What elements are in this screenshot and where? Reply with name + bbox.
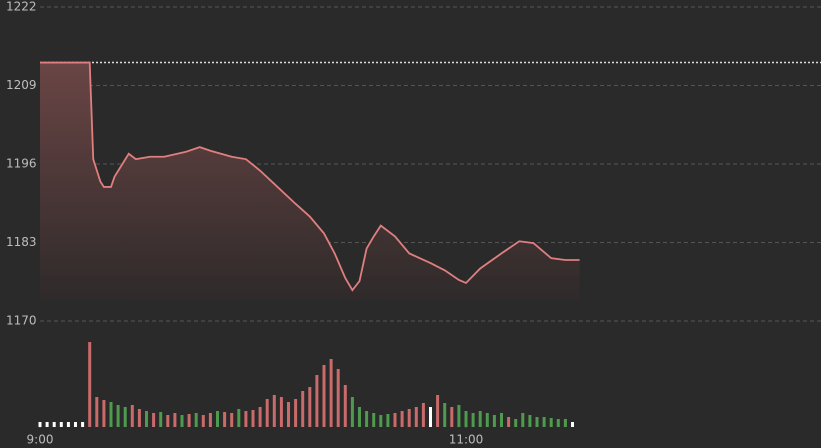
volume-bar <box>208 413 212 427</box>
volume-bar <box>102 400 106 427</box>
volume-bar <box>258 407 262 427</box>
volume-bar <box>514 419 518 427</box>
volume-bar <box>152 413 156 427</box>
volume-bar <box>429 407 432 427</box>
x-tick-label: 9:00 <box>27 433 54 447</box>
volume-bar <box>45 422 49 427</box>
volume-bar <box>81 422 85 427</box>
x-tick-label: 11:00 <box>449 433 484 447</box>
volume-bar <box>535 417 539 427</box>
volume-bar <box>287 402 290 427</box>
volume-bar <box>265 399 269 427</box>
volume-bar <box>571 422 574 427</box>
volume-bar <box>194 413 198 427</box>
volume-bar <box>159 412 163 427</box>
y-tick-label: 1222 <box>6 0 37 14</box>
volume-bar <box>336 369 340 427</box>
volume-bar <box>443 403 447 427</box>
volume-bar <box>542 417 546 427</box>
volume-bar <box>457 405 461 427</box>
volume-bar <box>421 403 425 427</box>
volume-bar <box>414 407 418 427</box>
y-tick-label: 1209 <box>6 78 37 92</box>
volume-bar <box>556 419 560 427</box>
volume-bar <box>386 414 390 427</box>
volume-bar <box>230 413 234 427</box>
volume-bar <box>393 413 397 427</box>
volume-bar <box>109 402 113 427</box>
volume-bar <box>343 385 347 427</box>
volume-bar <box>294 399 298 427</box>
volume-bar <box>308 387 312 427</box>
volume-bar <box>407 409 411 427</box>
y-tick-label: 1170 <box>6 314 37 328</box>
volume-bar <box>66 422 70 427</box>
volume-bar <box>145 411 148 427</box>
volume-bar <box>180 415 184 427</box>
y-tick-label: 1196 <box>6 157 37 171</box>
volume-bar <box>464 411 468 427</box>
volume-bar <box>116 405 120 427</box>
volume-bar <box>272 395 276 427</box>
volume-bar <box>251 410 255 427</box>
volume-bar <box>173 413 177 427</box>
volume-bar <box>216 411 219 427</box>
volume-bar <box>563 419 567 427</box>
volume-bar <box>74 422 77 427</box>
volume-bar <box>187 414 191 427</box>
volume-bar <box>549 418 553 427</box>
volume-bar <box>301 391 305 427</box>
volume-bar <box>244 411 248 427</box>
volume-bar <box>88 342 92 427</box>
volume-bar <box>315 375 319 427</box>
volume-bar <box>59 422 63 427</box>
volume-bar <box>166 415 170 427</box>
volume-bar <box>279 397 283 427</box>
volume-bar <box>436 395 440 427</box>
volume-bar <box>123 407 127 427</box>
volume-bar <box>400 411 404 427</box>
volume-bar <box>478 411 482 427</box>
price-line <box>40 61 580 292</box>
volume-bar <box>365 411 369 427</box>
volume-bar <box>52 422 56 427</box>
volume-bar <box>322 365 326 427</box>
price-area <box>40 62 580 300</box>
volume-bar <box>471 413 475 427</box>
volume-bar <box>350 397 354 427</box>
volume-bar <box>521 413 525 427</box>
volume-bar <box>379 415 383 427</box>
volume-bar <box>372 413 376 427</box>
volume-bar <box>130 405 134 427</box>
volume-bar <box>507 417 511 427</box>
volume-bar <box>450 407 454 427</box>
volume-bar <box>358 407 361 427</box>
volume-bar <box>329 359 333 427</box>
volume-bar <box>500 413 503 427</box>
volume-bar <box>223 412 227 427</box>
volume-bar <box>528 415 532 427</box>
volume-bar <box>137 409 141 427</box>
volume-bar <box>237 409 241 427</box>
volume-bar <box>38 422 42 427</box>
volume-bar <box>485 413 489 427</box>
volume-bar <box>492 415 496 427</box>
volume-bar <box>95 397 99 427</box>
y-tick-label: 1183 <box>6 235 37 249</box>
volume-bar <box>201 415 205 427</box>
